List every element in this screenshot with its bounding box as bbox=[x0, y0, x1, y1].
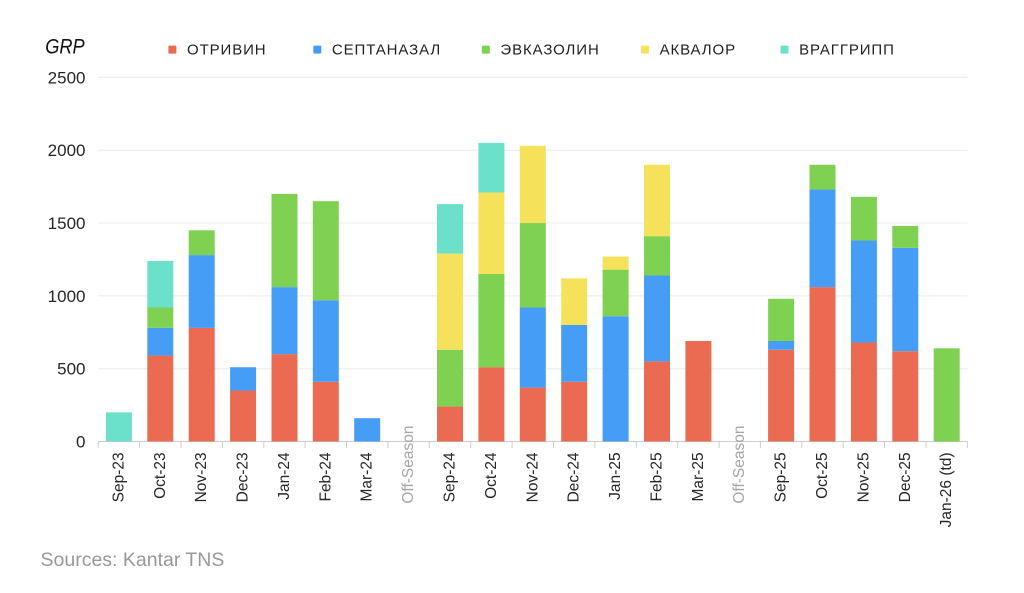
svg-text:1500: 1500 bbox=[48, 214, 86, 233]
svg-text:Dec-24: Dec-24 bbox=[566, 452, 583, 502]
svg-text:Dec-23: Dec-23 bbox=[235, 452, 252, 502]
svg-text:ЭВКАЗОЛИН: ЭВКАЗОЛИН bbox=[500, 42, 599, 59]
svg-text:Oct-23: Oct-23 bbox=[152, 452, 169, 499]
svg-text:Jan-26 (td): Jan-26 (td) bbox=[938, 452, 955, 527]
svg-text:Dec-25: Dec-25 bbox=[897, 452, 914, 502]
svg-text:Mar-24: Mar-24 bbox=[359, 452, 376, 501]
svg-text:Nov-23: Nov-23 bbox=[193, 452, 210, 502]
svg-text:Sep-23: Sep-23 bbox=[110, 452, 127, 502]
svg-text:ВРАГГРИПП: ВРАГГРИПП bbox=[799, 42, 895, 59]
svg-text:1000: 1000 bbox=[48, 287, 86, 306]
svg-text:2500: 2500 bbox=[48, 68, 86, 87]
svg-text:500: 500 bbox=[57, 360, 85, 379]
svg-text:Off-Season: Off-Season bbox=[731, 426, 748, 504]
svg-text:Jan-25: Jan-25 bbox=[607, 452, 624, 499]
svg-text:Oct-25: Oct-25 bbox=[814, 452, 831, 499]
svg-text:2000: 2000 bbox=[48, 141, 86, 160]
svg-text:Nov-25: Nov-25 bbox=[855, 452, 872, 502]
svg-text:Mar-25: Mar-25 bbox=[690, 452, 707, 501]
svg-text:Jan-24: Jan-24 bbox=[276, 452, 293, 500]
svg-text:Nov-24: Nov-24 bbox=[524, 452, 541, 502]
svg-text:Off-Season: Off-Season bbox=[400, 426, 417, 504]
svg-text:Oct-24: Oct-24 bbox=[483, 452, 500, 499]
svg-text:Sep-24: Sep-24 bbox=[442, 452, 459, 502]
svg-text:Feb-25: Feb-25 bbox=[649, 452, 666, 501]
svg-text:Sep-25: Sep-25 bbox=[773, 452, 790, 502]
svg-text:GRP: GRP bbox=[45, 35, 84, 58]
svg-text:0: 0 bbox=[76, 432, 85, 451]
svg-text:Feb-24: Feb-24 bbox=[317, 452, 334, 501]
svg-text:Sources: Kantar TNS: Sources: Kantar TNS bbox=[41, 549, 225, 571]
svg-text:СЕПТАНАЗАЛ: СЕПТАНАЗАЛ bbox=[332, 42, 441, 59]
svg-text:ОТРИВИН: ОТРИВИН bbox=[187, 42, 267, 59]
svg-text:АКВАЛОР: АКВАЛОР bbox=[660, 42, 736, 59]
